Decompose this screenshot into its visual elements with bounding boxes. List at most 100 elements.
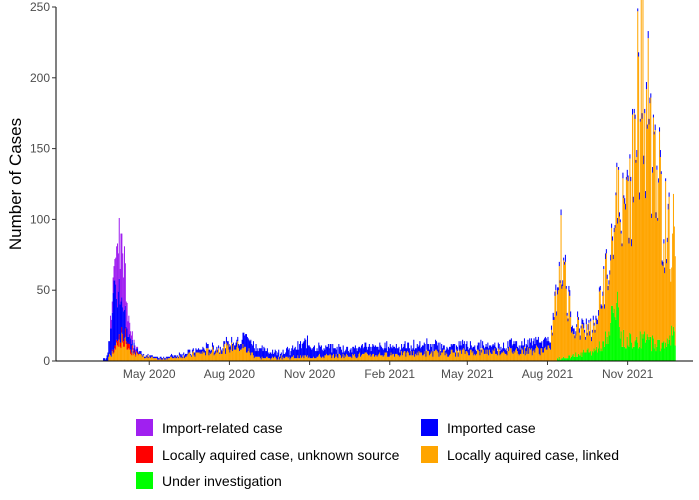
bar-under-investigation	[624, 346, 626, 361]
bar-imported	[569, 290, 571, 296]
bar-imported	[215, 349, 217, 353]
bar-imported	[453, 344, 455, 353]
bar-under-investigation	[585, 352, 587, 361]
bar-linked	[503, 351, 505, 361]
bar-linked	[205, 355, 207, 361]
bar-imported	[223, 341, 225, 347]
bar-linked	[245, 352, 247, 361]
bar-linked	[266, 356, 268, 361]
bar-linked	[475, 355, 477, 361]
bar-imported	[376, 346, 378, 357]
bar-linked	[186, 355, 188, 361]
bar-imported	[339, 346, 341, 354]
bar-imported	[473, 346, 475, 356]
bar-imported	[482, 345, 485, 350]
bar-imported	[527, 339, 529, 347]
bar-imported	[161, 358, 163, 360]
bar-under-investigation	[584, 352, 586, 361]
bar-imported	[588, 319, 590, 323]
bar-linked	[238, 348, 240, 361]
bar-imported	[629, 154, 631, 159]
bar-linked	[299, 355, 302, 361]
bar-imported	[577, 317, 579, 320]
bar-imported	[580, 325, 582, 329]
bar-linked	[404, 351, 406, 361]
bar-linked	[547, 345, 549, 361]
bar-under-investigation	[564, 358, 566, 361]
bar-linked	[299, 358, 301, 361]
bar-under-investigation	[612, 312, 614, 361]
bar-linked	[521, 348, 523, 361]
bar-imported	[403, 344, 405, 352]
bar-imported	[564, 254, 566, 262]
bar-linked	[431, 351, 433, 361]
bar-linked	[292, 356, 294, 361]
bar-linked	[332, 355, 334, 361]
bar-imported	[232, 344, 234, 352]
bar-imported	[398, 346, 400, 356]
bar-imported	[141, 353, 143, 356]
bar-imported	[557, 287, 559, 291]
bar-imported	[154, 356, 156, 359]
bar-linked	[531, 355, 533, 361]
bar-import-related	[125, 301, 127, 328]
bar-imported	[184, 355, 186, 359]
bar-linked	[360, 356, 362, 361]
bar-linked	[482, 348, 484, 361]
bar-imported	[570, 311, 572, 318]
bar-imported	[561, 284, 563, 289]
bar-linked	[425, 356, 427, 361]
bar-linked	[674, 256, 676, 346]
bar-linked	[592, 319, 594, 353]
bar-imported	[617, 217, 619, 224]
bar-imported	[105, 358, 107, 361]
bar-import-related	[110, 319, 112, 329]
bar-under-investigation	[658, 339, 660, 361]
bar-imported	[443, 345, 445, 350]
bar-linked	[672, 193, 674, 328]
bar-linked	[486, 353, 488, 361]
bar-linked	[248, 348, 250, 361]
bar-imported	[571, 325, 573, 332]
bar-linked	[635, 162, 637, 340]
bar-imported	[198, 349, 200, 353]
bar-imported	[537, 339, 539, 347]
bar-linked	[152, 358, 154, 361]
bar-linked	[437, 352, 439, 361]
bar-linked	[382, 356, 384, 361]
bar-imported	[459, 345, 461, 352]
bar-linked	[323, 358, 325, 361]
bar-under-investigation	[590, 351, 592, 361]
bar-under-investigation	[598, 348, 600, 361]
bar-linked	[165, 358, 167, 361]
bar-imported	[591, 329, 593, 333]
bar-imported	[365, 342, 367, 353]
bar-imported	[542, 346, 544, 353]
bar-imported	[232, 342, 234, 346]
bar-linked	[641, 118, 643, 335]
bar-imported	[193, 352, 195, 356]
bar-linked	[203, 352, 205, 361]
bar-imported	[311, 349, 313, 359]
bar-linked	[159, 358, 161, 361]
bar-linked	[634, 118, 636, 342]
bar-linked	[205, 348, 207, 361]
bar-linked	[442, 352, 444, 361]
bar-under-investigation	[580, 352, 582, 361]
bar-linked	[510, 348, 512, 361]
bar-imported	[558, 261, 560, 267]
bar-linked	[380, 355, 382, 361]
bar-linked	[516, 351, 518, 361]
bar-linked	[645, 198, 647, 343]
bar-imported	[234, 345, 236, 350]
bar-linked	[356, 358, 358, 361]
bar-imported	[205, 351, 207, 356]
bar-linked	[146, 358, 148, 361]
bar-linked	[666, 242, 668, 339]
bar-imported	[208, 349, 210, 356]
bar-linked	[543, 348, 546, 361]
bar-linked	[585, 324, 587, 353]
bar-under-investigation	[672, 335, 674, 361]
bar-imported	[471, 348, 473, 353]
bar-imported	[292, 345, 294, 357]
